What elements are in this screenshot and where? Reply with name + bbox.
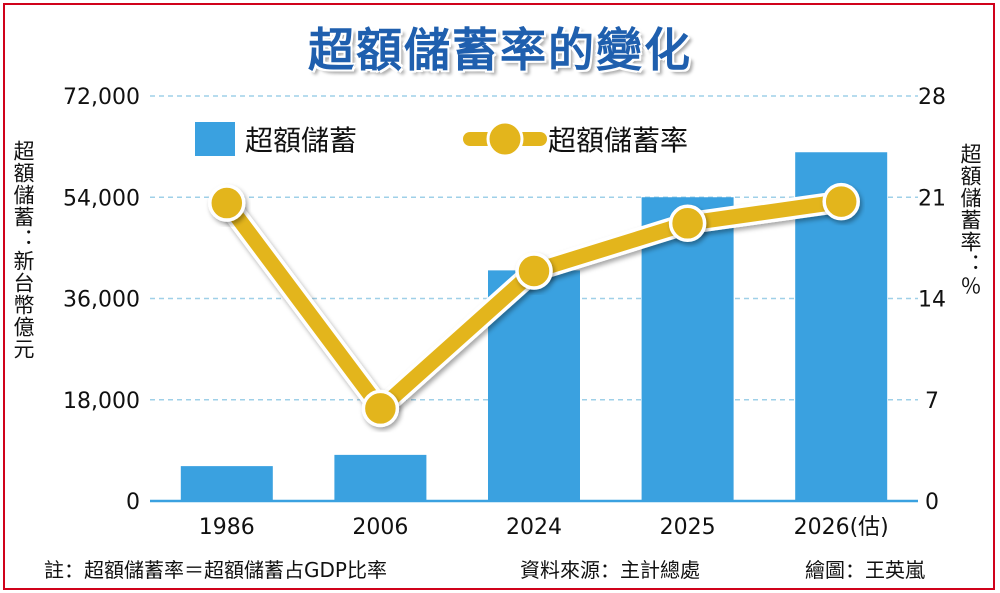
- grid-lines: [150, 95, 918, 401]
- footer: 註：超額儲蓄率＝超額儲蓄占GDP比率 資料來源：主計總處 繪圖：王英嵐: [0, 552, 1000, 586]
- line-point: [515, 252, 553, 290]
- y-right-tick-label: 21: [918, 186, 946, 211]
- legend-bar-label: 超額儲蓄: [245, 124, 357, 157]
- bar: [180, 466, 273, 501]
- left-tick-labels: 0 18,000 36,000 54,000 72,000: [63, 85, 140, 515]
- line-series: [208, 182, 860, 428]
- footer-note: 註：超額儲蓄率＝超額儲蓄占GDP比率: [44, 558, 387, 582]
- footer-credit: 繪圖：王英嵐: [805, 558, 925, 582]
- y-right-tick-label: 7: [925, 389, 939, 414]
- legend: 超額儲蓄 超額儲蓄率: [195, 120, 688, 158]
- legend-line-label: 超額儲蓄率: [548, 124, 688, 157]
- y-left-tick-label: 36,000: [63, 288, 140, 313]
- y-right-tick-label: 28: [918, 85, 946, 110]
- legend-bar-swatch: [195, 122, 235, 156]
- y-left-tick-label: 0: [126, 490, 140, 515]
- x-tick-labels: 1986 2006 2024 2025 2026(估): [199, 515, 889, 540]
- y-axis-right-label: 超額儲蓄率：％: [958, 143, 982, 297]
- footer-source: 資料來源：主計總處: [520, 558, 700, 582]
- line-point: [668, 204, 707, 243]
- line-point: [208, 184, 246, 222]
- x-tick-label: 1986: [199, 515, 255, 540]
- line-point: [822, 182, 860, 221]
- y-left-tick-label: 72,000: [63, 85, 140, 110]
- x-tick-label: 2024: [506, 515, 562, 540]
- x-tick-label: 2006: [352, 515, 408, 540]
- y-left-tick-label: 54,000: [63, 186, 140, 211]
- x-tick-label: 2025: [660, 515, 716, 540]
- x-tick-label: 2026(估): [794, 515, 889, 540]
- bar: [334, 454, 427, 501]
- legend-line-marker: [486, 120, 524, 158]
- y-axis-left-label: 超額儲蓄：新台幣億元: [11, 140, 35, 360]
- y-right-tick-label: 14: [918, 288, 946, 313]
- bar-series: [150, 152, 918, 503]
- y-right-tick-label: 0: [925, 490, 939, 515]
- bar: [641, 197, 734, 501]
- y-left-tick-label: 18,000: [63, 389, 140, 414]
- line-point: [361, 389, 400, 428]
- chart-title: 超額儲蓄率的變化: [308, 23, 692, 77]
- right-tick-labels: 0 7 14 21 28: [918, 85, 946, 515]
